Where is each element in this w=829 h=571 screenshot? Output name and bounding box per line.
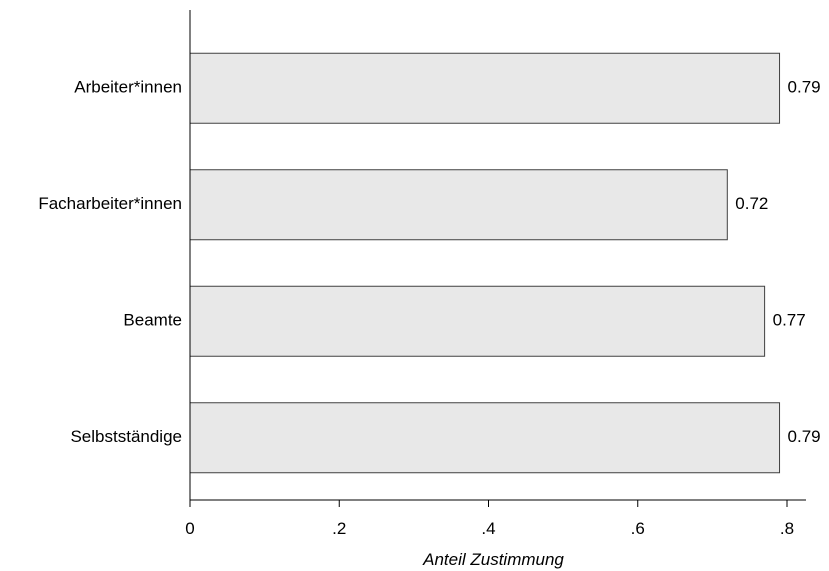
value-label: 0.79 [788,427,821,446]
x-tick-label: 0 [185,519,194,538]
x-axis-ticks: 0 .2 .4 .6 .8 [185,500,794,538]
x-tick-label: .4 [481,519,495,538]
bar [189,402,781,474]
bar [189,285,766,357]
x-tick-label: .2 [332,519,346,538]
category-label: Arbeiter*innen [74,78,182,97]
x-axis-title: Anteil Zustimmung [422,550,564,569]
value-labels: 0.79 0.72 0.77 0.79 [735,78,820,447]
bar [189,52,781,124]
bars-layer [189,52,781,474]
category-labels: Arbeiter*innen Facharbeiter*innen Beamte Se… [38,78,182,447]
bar [189,169,728,241]
x-tick-label: .6 [631,519,645,538]
x-tick-label: .8 [780,519,794,538]
value-label: 0.72 [735,194,768,213]
category-label: Facharbeiter*innen [38,194,182,213]
category-label: Selbstständige [70,427,182,446]
category-label: Beamte [123,311,182,330]
value-label: 0.77 [773,311,806,330]
value-label: 0.79 [788,78,821,97]
